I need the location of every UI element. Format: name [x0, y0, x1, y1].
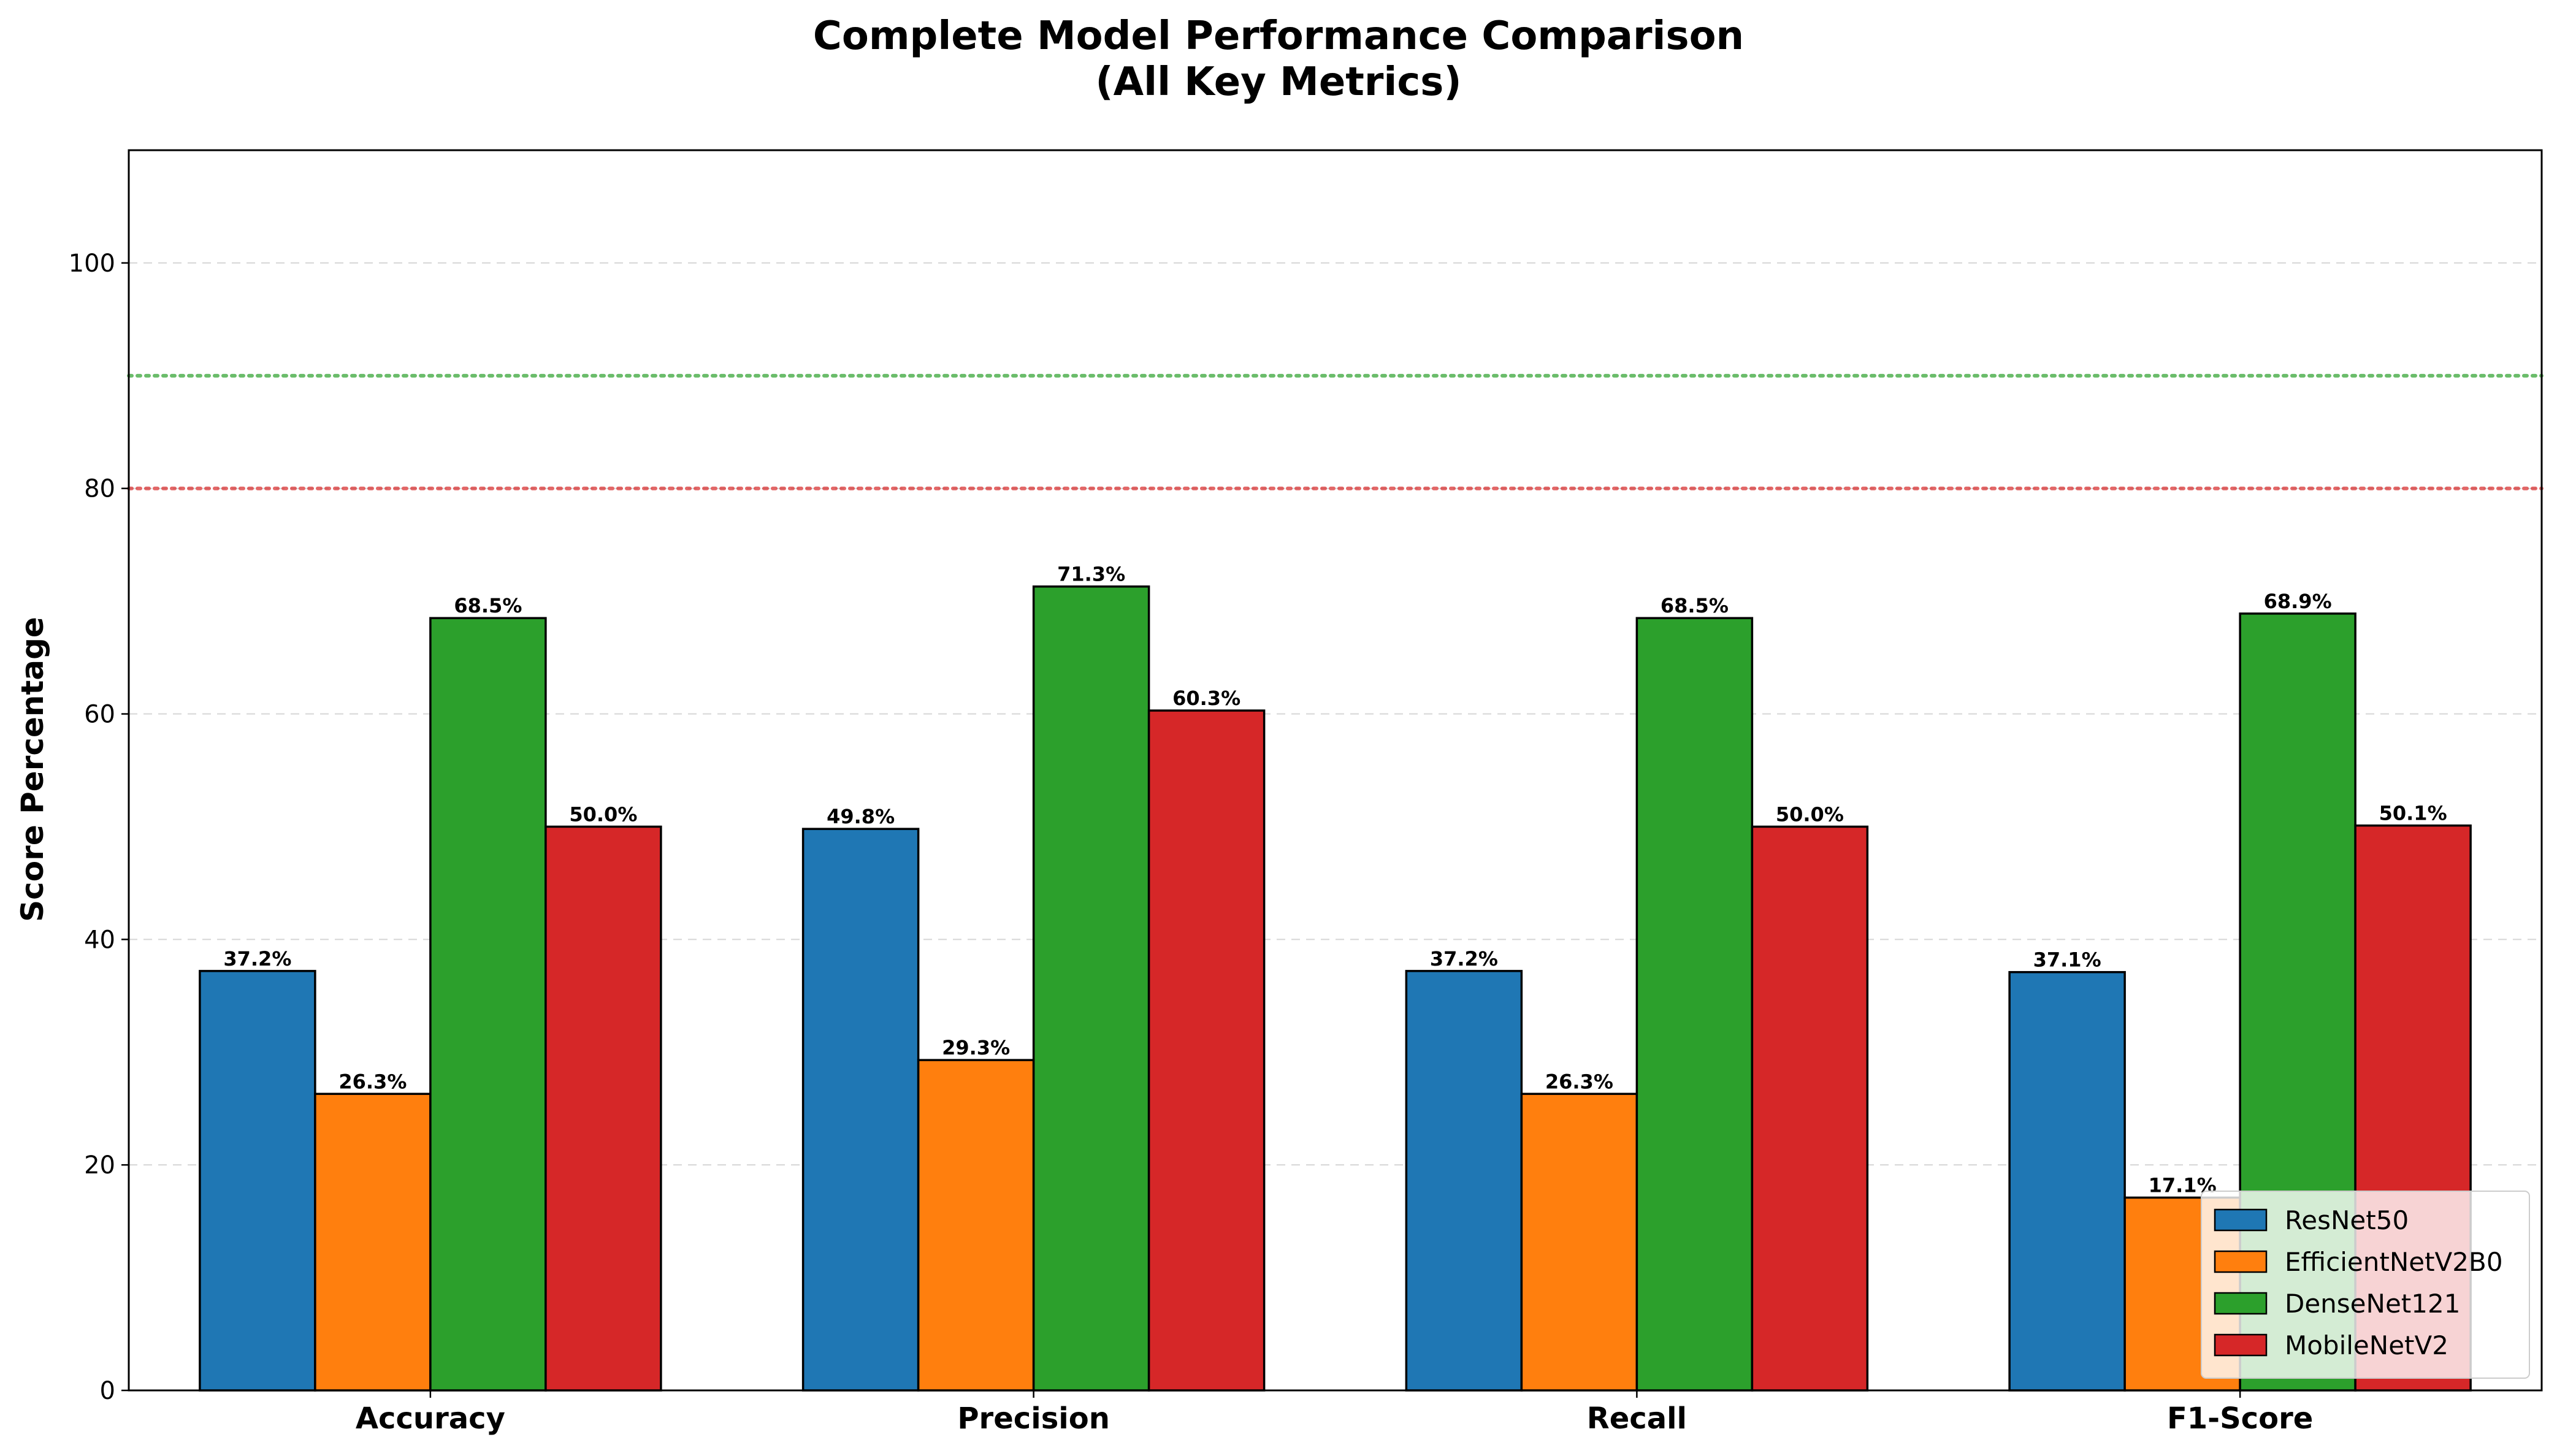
x-tick-label: F1-Score [2167, 1401, 2313, 1436]
legend-label: ResNet50 [2285, 1205, 2409, 1235]
bar-value-label: 50.1% [2379, 802, 2447, 825]
bar-value-label: 68.5% [1661, 594, 1729, 617]
legend-swatch [2214, 1333, 2268, 1357]
bar-efficientnetv2b0 [1520, 1092, 1638, 1392]
plot-frame [128, 149, 2543, 1392]
bar-resnet50 [1405, 970, 1523, 1392]
y-tick-label: 20 [84, 1151, 115, 1180]
bar-value-label: 50.0% [569, 802, 637, 826]
legend-label: MobileNetV2 [2285, 1330, 2448, 1360]
chart-title-line-1: Complete Model Performance Comparison [813, 13, 1744, 59]
plot-area: 37.2% 26.3% 68.5% 50.0% Accuracy 49.8% 29.3% 71… [69, 149, 2544, 1436]
legend-box [2201, 1191, 2530, 1379]
y-tick-label: 100 [69, 250, 115, 278]
bar-value-label: 60.3% [1172, 687, 1240, 710]
y-tick-label: 60 [84, 701, 115, 729]
bar-value-label: 71.3% [1057, 563, 1125, 586]
bar-value-label: 37.2% [223, 947, 291, 970]
y-tick-label: 40 [84, 926, 115, 954]
legend-swatch [2214, 1250, 2268, 1273]
x-tick-label: Recall [1587, 1401, 1687, 1436]
bar-value-label: 37.1% [2033, 948, 2101, 972]
legend-label: DenseNet121 [2285, 1289, 2460, 1319]
bar-mobilenetv2 [545, 825, 662, 1392]
bar-resnet50 [801, 828, 920, 1392]
bar-efficientnetv2b0 [314, 1092, 432, 1392]
bar-densenet121 [429, 617, 547, 1392]
bar-value-label: 68.5% [454, 594, 522, 617]
bar-value-label: 37.2% [1430, 947, 1498, 970]
x-tick-label: Precision [957, 1401, 1109, 1436]
bar-value-label: 49.8% [827, 805, 895, 828]
bar-resnet50 [2008, 970, 2126, 1392]
legend-swatch [2214, 1208, 2268, 1232]
bar-densenet121 [1635, 617, 1754, 1392]
bar-value-label: 68.9% [2264, 590, 2332, 613]
y-axis-label: Score Percentage [15, 617, 50, 922]
bar-value-label: 26.3% [1545, 1070, 1613, 1093]
legend: ResNet50 EfficientNetV2B0 DenseNet121 Mobil… [2201, 1191, 2530, 1379]
y-tick-label: 80 [84, 475, 115, 503]
bar-densenet121 [1032, 585, 1150, 1392]
bar-mobilenetv2 [1147, 709, 1266, 1392]
bar-value-label: 26.3% [338, 1070, 407, 1093]
legend-label: EfficientNetV2B0 [2285, 1247, 2503, 1277]
legend-swatch [2214, 1292, 2268, 1315]
bar-value-label: 50.0% [1776, 802, 1844, 826]
x-tick-label: Accuracy [356, 1401, 505, 1436]
y-tick-label: 0 [100, 1377, 115, 1405]
bar-efficientnetv2b0 [917, 1059, 1035, 1392]
bar-value-label: 29.3% [942, 1036, 1010, 1059]
chart-title-line-2: (All Key Metrics) [1095, 59, 1461, 105]
bar-resnet50 [199, 970, 316, 1392]
bar-mobilenetv2 [1751, 825, 1869, 1392]
